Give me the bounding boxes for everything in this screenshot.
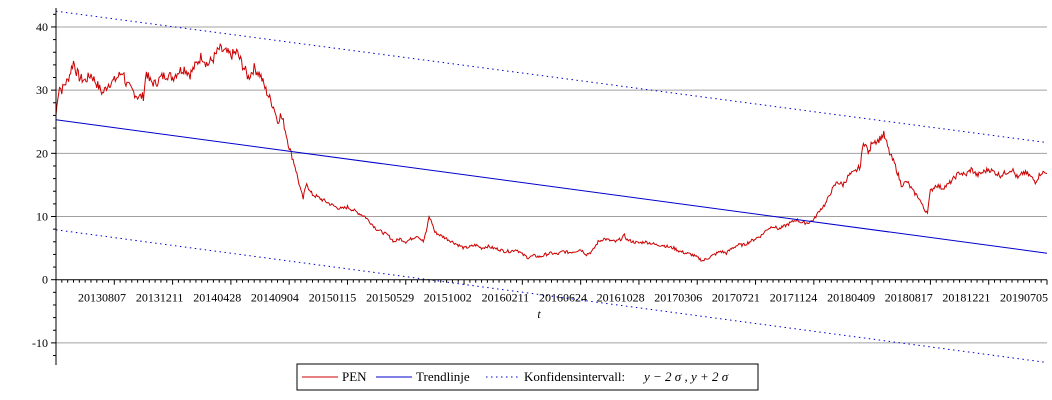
plot-series (55, 10, 1048, 363)
y-tick-label: 40 (36, 20, 48, 34)
y-tick-label: 0 (42, 273, 48, 287)
x-tick-label: 20130807 (78, 291, 126, 305)
x-tick-label: 20180409 (827, 291, 875, 305)
x-tick-label: 20190705 (1000, 291, 1048, 305)
x-tick-label: 20170721 (712, 291, 760, 305)
x-tick-label: 20140428 (193, 291, 241, 305)
x-tick-label: 20171124 (770, 291, 818, 305)
x-tick-labels: 20130807 20131211 20140428 20140904 20150115… (78, 291, 1048, 305)
confidence-upper-line (55, 10, 1048, 144)
x-tick-label: 20140904 (251, 291, 299, 305)
y-tick-label: 30 (36, 83, 48, 97)
x-tick-label: 20160211 (482, 291, 530, 305)
series-line-pen (55, 42, 1048, 262)
x-tick-label: 20150115 (309, 291, 357, 305)
legend-label-confidence: Konfidensintervall: (524, 369, 625, 384)
x-tick-label: 20151002 (424, 291, 472, 305)
y-tick-label: 20 (36, 146, 48, 160)
x-tick-label: 20170306 (654, 291, 702, 305)
x-axis-label: t (537, 307, 541, 321)
legend: PEN Trendlinje Konfidensintervall: y − 2… (296, 363, 759, 391)
x-tick-label: 20181221 (942, 291, 990, 305)
y-tick-label: 10 (36, 210, 48, 224)
legend-label-trend: Trendlinje (416, 369, 470, 384)
legend-label-pen: PEN (342, 369, 367, 384)
x-tick-label: 20160624 (539, 291, 587, 305)
x-tick-label: 20131211 (136, 291, 184, 305)
x-tick-label: 20180817 (885, 291, 933, 305)
grid-lines (56, 26, 1047, 344)
legend-label-confidence-math: y − 2 σ , y + 2 σ (642, 369, 729, 384)
x-tick-label: 20161028 (597, 291, 645, 305)
axes (51, 8, 1048, 365)
y-tick-labels: -10 0 10 20 30 40 (32, 20, 48, 350)
y-tick-label: -10 (32, 336, 48, 350)
x-tick-label: 20150529 (366, 291, 414, 305)
legend-box (296, 363, 759, 391)
series-line-trend (55, 119, 1048, 254)
